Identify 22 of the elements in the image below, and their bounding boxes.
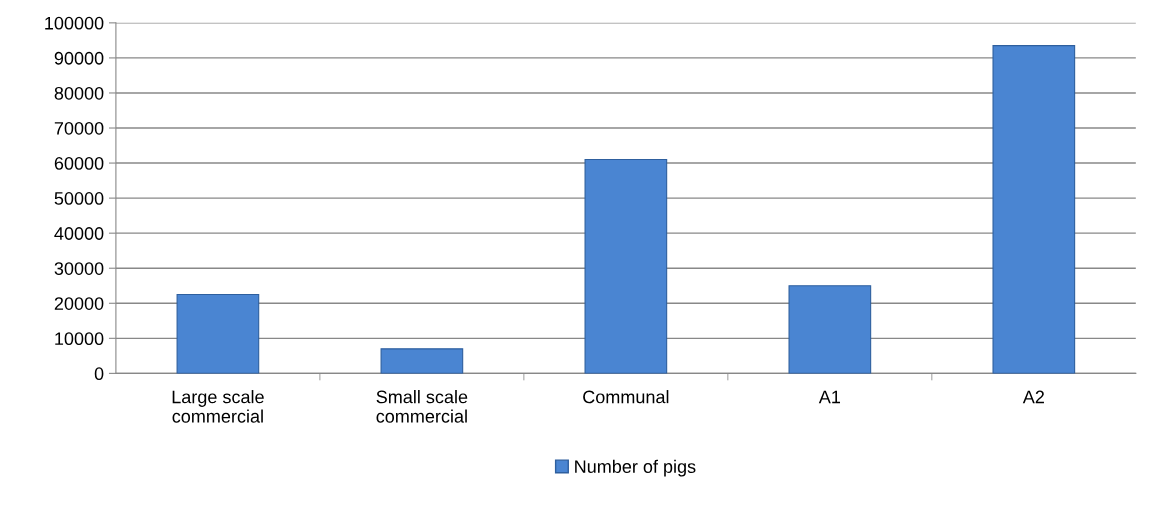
y-tick-label: 40000 xyxy=(54,227,104,240)
bar xyxy=(584,159,668,374)
y-tick-label: 30000 xyxy=(54,262,104,275)
x-tick-label: Communal xyxy=(583,390,669,404)
y-tick-label: 90000 xyxy=(54,51,104,65)
bar xyxy=(380,348,464,374)
bar xyxy=(788,285,872,374)
y-tick-label: 10000 xyxy=(55,332,104,346)
x-tick-label: A2 xyxy=(1022,390,1044,404)
legend-label: Number of pigs xyxy=(575,459,696,477)
y-tick-label: 100000 xyxy=(45,16,104,30)
y-tick-label: 50000 xyxy=(54,192,104,205)
x-tick-label: A1 xyxy=(818,390,841,404)
y-tick-label: 60000 xyxy=(54,157,104,170)
x-tick-label: Large scale commercial xyxy=(172,390,264,423)
bar xyxy=(992,45,1076,374)
y-tick-label: 80000 xyxy=(54,86,104,100)
y-tick-label: 70000 xyxy=(54,121,104,135)
y-tick-label: 20000 xyxy=(54,297,104,310)
y-tick-label: 0 xyxy=(94,367,104,381)
x-tick-label: Small scale commercial xyxy=(376,390,468,423)
bar xyxy=(176,293,260,374)
